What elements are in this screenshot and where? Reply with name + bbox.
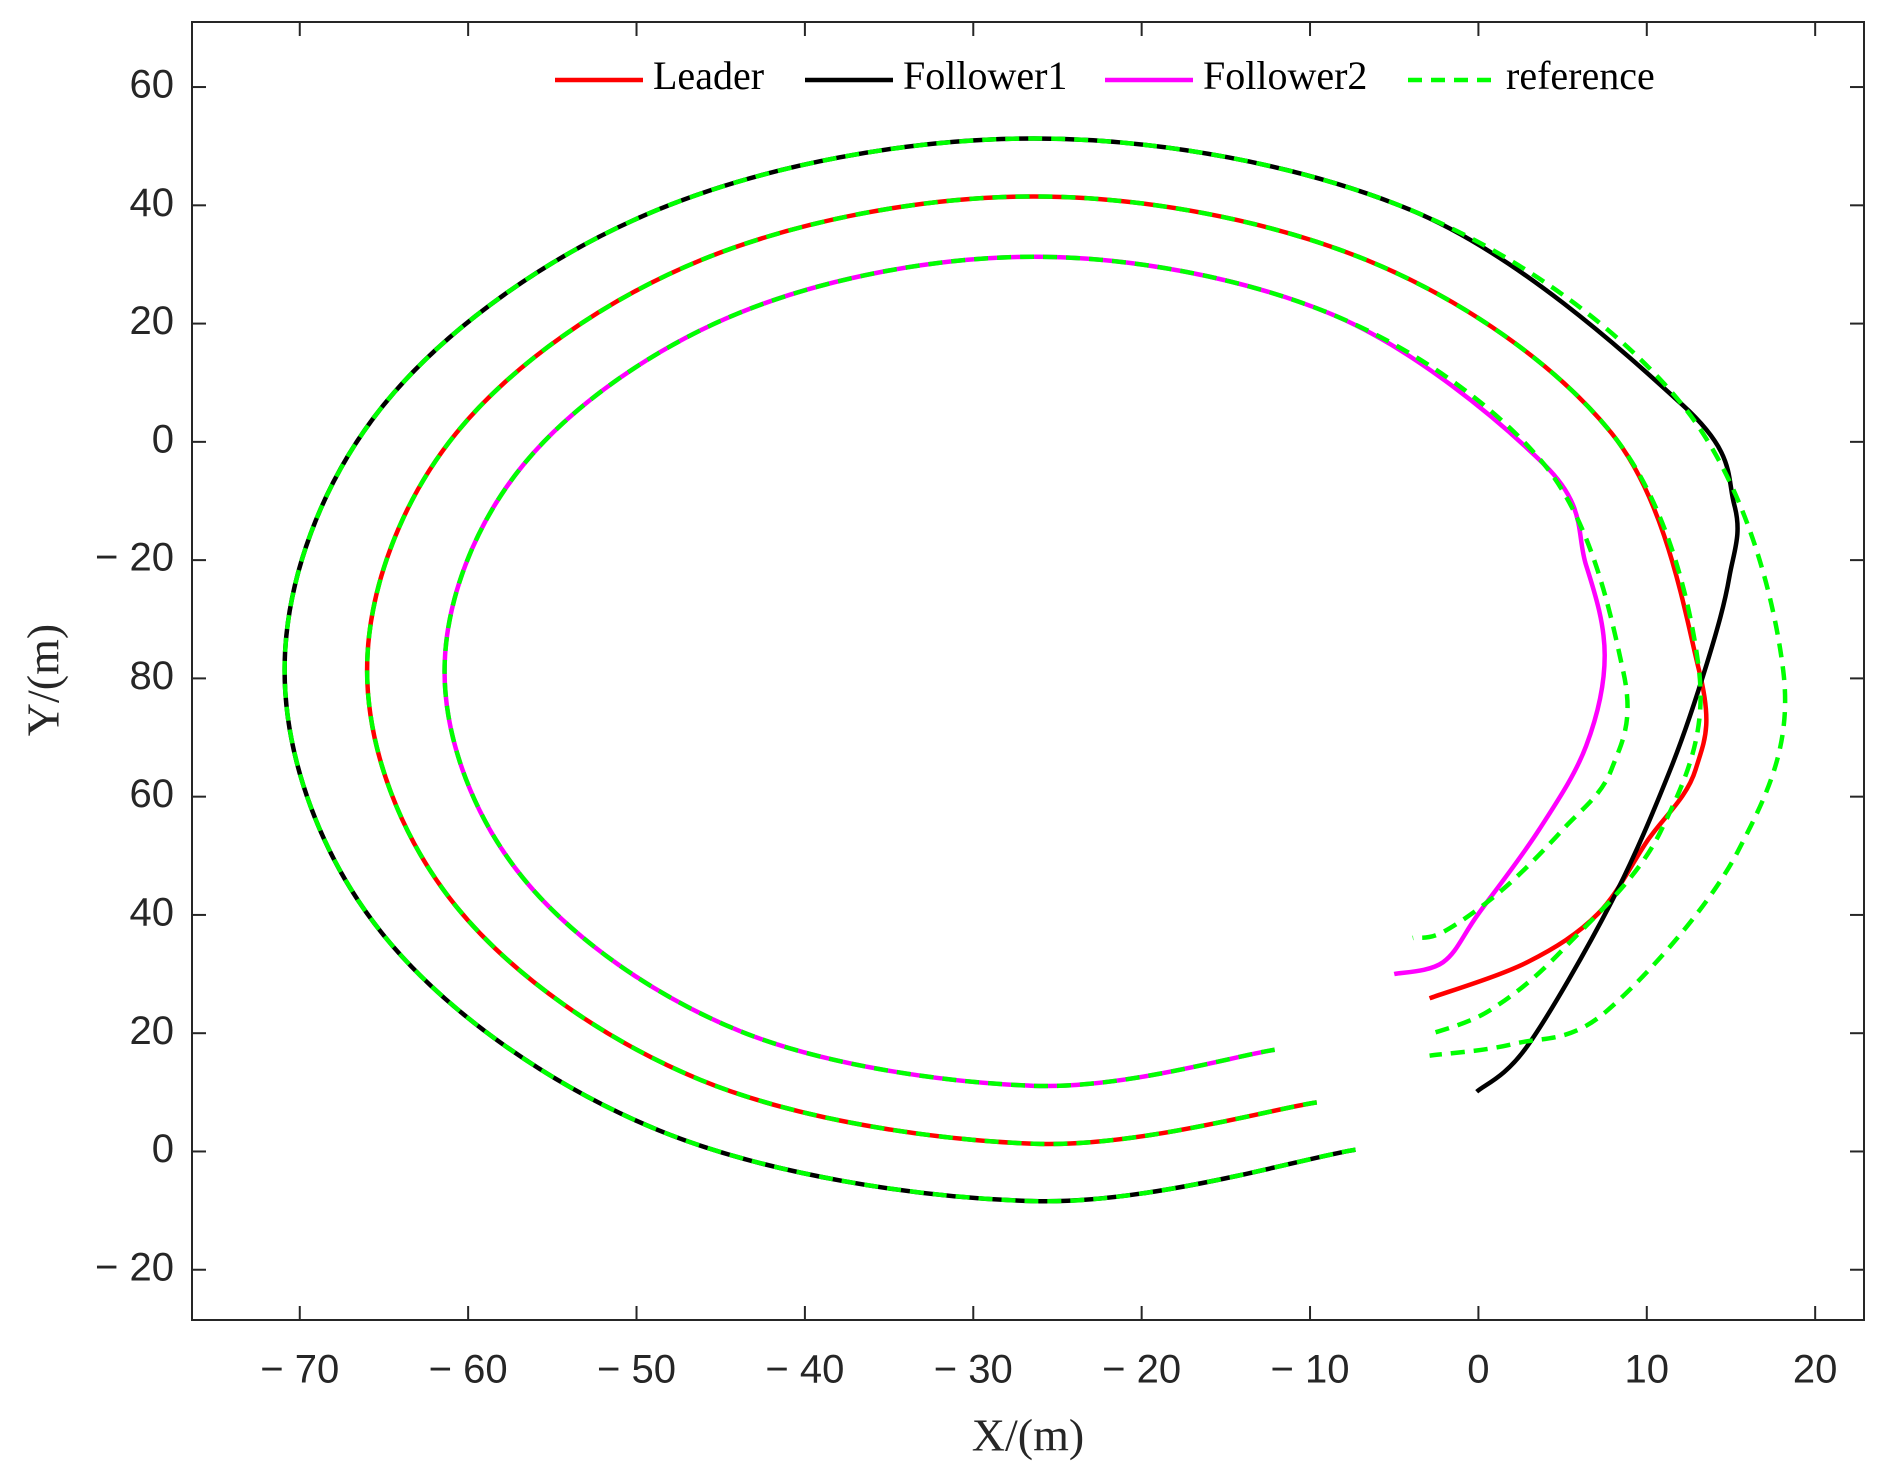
y-tick-label: 0 <box>152 1127 174 1171</box>
y-tick-label: 20 <box>130 1009 175 1053</box>
x-tick-label: − 50 <box>597 1348 676 1392</box>
y-axis-label: Y/(m) <box>18 624 69 736</box>
x-tick-label: − 40 <box>765 1348 844 1392</box>
x-tick-label: 0 <box>1467 1348 1489 1392</box>
legend-label: reference <box>1506 53 1655 98</box>
x-axis-label: X/(m) <box>972 1410 1084 1461</box>
x-tick-label: − 60 <box>429 1348 508 1392</box>
x-tick-label: − 20 <box>1102 1348 1181 1392</box>
legend-label: Follower1 <box>903 53 1067 98</box>
axes-frame <box>191 21 1865 1321</box>
y-tick-label: 40 <box>130 890 175 934</box>
y-tick-label: 60 <box>130 772 175 816</box>
y-tick-label: 60 <box>130 63 175 107</box>
y-tick-label: − 20 <box>95 536 174 580</box>
y-tick-label: 80 <box>130 654 175 698</box>
legend-label: Leader <box>653 53 764 98</box>
x-tick-label: − 10 <box>1271 1348 1350 1392</box>
series-line <box>282 136 1788 1204</box>
x-tick-label: − 30 <box>934 1348 1013 1392</box>
x-tick-label: 10 <box>1625 1348 1670 1392</box>
legend-label: Follower2 <box>1203 53 1367 98</box>
y-tick-label: 0 <box>152 417 174 461</box>
plot-area <box>282 136 1788 1204</box>
y-tick-label: 40 <box>130 181 175 225</box>
y-tick-label: 20 <box>130 299 175 343</box>
x-tick-label: 20 <box>1793 1348 1838 1392</box>
x-tick-label: − 70 <box>260 1348 339 1392</box>
y-tick-label: − 20 <box>95 1245 174 1289</box>
